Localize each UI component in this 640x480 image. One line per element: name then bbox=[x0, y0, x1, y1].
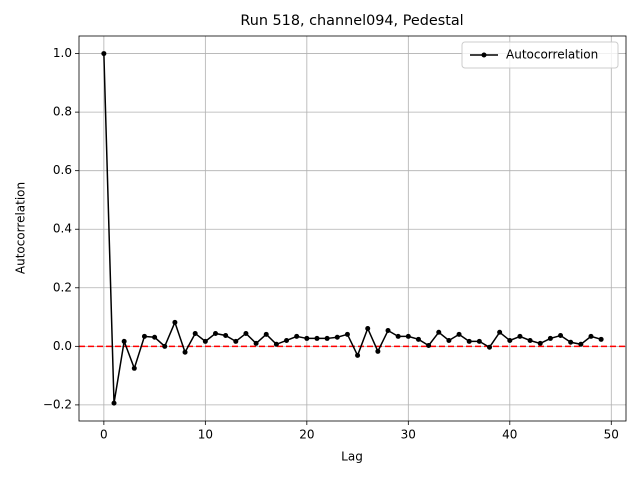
x-tick-label: 40 bbox=[502, 428, 517, 442]
data-point bbox=[344, 331, 350, 337]
data-point bbox=[578, 341, 584, 347]
y-tick-label: 0.2 bbox=[53, 280, 72, 294]
data-point bbox=[598, 336, 604, 342]
chart-title: Run 518, channel094, Pedestal bbox=[240, 13, 463, 29]
data-point bbox=[395, 333, 401, 339]
data-point bbox=[426, 342, 432, 348]
legend-marker bbox=[481, 52, 487, 58]
data-point bbox=[233, 338, 239, 344]
x-tick-label: 50 bbox=[604, 428, 619, 442]
data-point bbox=[375, 348, 381, 354]
data-point bbox=[253, 340, 259, 346]
y-axis-label: Autocorrelation bbox=[14, 182, 28, 274]
data-point bbox=[456, 331, 462, 337]
y-tick-label: −0.2 bbox=[43, 397, 72, 411]
data-point bbox=[355, 352, 361, 358]
data-point bbox=[141, 333, 147, 339]
data-point bbox=[152, 334, 158, 340]
x-axis-label: Lag bbox=[341, 450, 363, 464]
data-point bbox=[436, 329, 442, 335]
data-point bbox=[568, 339, 574, 345]
data-point bbox=[527, 337, 533, 343]
data-point bbox=[162, 343, 168, 349]
data-point bbox=[212, 330, 218, 336]
data-point bbox=[507, 337, 513, 343]
data-point bbox=[121, 338, 127, 344]
x-tick-label: 30 bbox=[401, 428, 416, 442]
y-tick-label: 0.8 bbox=[53, 105, 72, 119]
data-point bbox=[273, 341, 279, 347]
y-tick-label: 1.0 bbox=[53, 46, 72, 60]
data-point bbox=[101, 51, 107, 57]
data-point bbox=[446, 337, 452, 343]
data-point bbox=[487, 344, 493, 350]
data-point bbox=[547, 335, 553, 341]
x-tick-label: 0 bbox=[100, 428, 108, 442]
data-point bbox=[334, 334, 340, 340]
data-point bbox=[131, 365, 137, 371]
legend-label: Autocorrelation bbox=[506, 48, 598, 62]
data-point bbox=[202, 338, 208, 344]
data-point bbox=[314, 335, 320, 341]
data-point bbox=[192, 330, 198, 336]
data-point bbox=[172, 319, 178, 325]
data-point bbox=[111, 400, 117, 406]
data-point bbox=[365, 325, 371, 331]
data-point bbox=[223, 333, 229, 339]
legend-box bbox=[461, 41, 619, 69]
data-line bbox=[103, 53, 602, 404]
data-point bbox=[263, 331, 269, 337]
data-point bbox=[294, 333, 300, 339]
data-point bbox=[385, 328, 391, 334]
data-point bbox=[558, 333, 564, 339]
plot-frame bbox=[78, 35, 627, 422]
x-tick-label: 20 bbox=[299, 428, 314, 442]
x-tick-label: 10 bbox=[198, 428, 213, 442]
data-point bbox=[284, 337, 290, 343]
data-point bbox=[517, 333, 523, 339]
data-point bbox=[588, 333, 594, 339]
data-point bbox=[405, 333, 411, 339]
data-point bbox=[324, 335, 330, 341]
data-point bbox=[537, 340, 543, 346]
data-point bbox=[243, 330, 249, 336]
data-point bbox=[497, 329, 503, 335]
data-point bbox=[182, 349, 188, 355]
y-tick-label: 0.4 bbox=[53, 222, 72, 236]
data-point bbox=[466, 338, 472, 344]
y-tick-label: 0.0 bbox=[53, 339, 72, 353]
data-point bbox=[415, 336, 421, 342]
y-tick-label: 0.6 bbox=[53, 163, 72, 177]
data-point bbox=[304, 335, 310, 341]
data-point bbox=[476, 338, 482, 344]
